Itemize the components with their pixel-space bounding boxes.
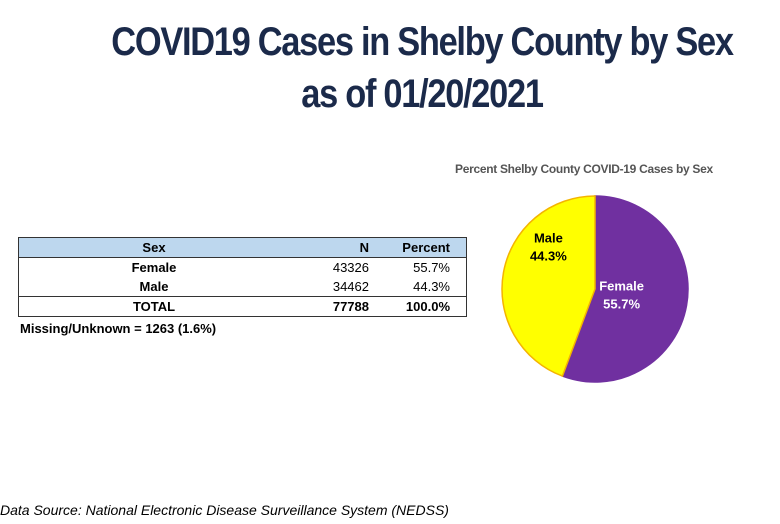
data-source: Data Source: National Electronic Disease… (0, 502, 449, 518)
table-total-row: TOTAL 77788 100.0% (18, 296, 467, 317)
table-header: Sex N Percent (18, 237, 467, 258)
cell-sex: Female (131, 260, 177, 275)
cell-n: 43326 (332, 260, 369, 275)
table-row: Male 34462 44.3% (18, 277, 467, 297)
chart-title: Percent Shelby County COVID-19 Cases by … (455, 162, 713, 176)
header-sex: Sex (142, 240, 166, 255)
slice-label: Female (599, 279, 644, 294)
page-title-line1: COVID19 Cases in Shelby County by Sex (111, 20, 734, 64)
slice-value-label: 44.3% (530, 248, 567, 263)
slice-label: Male (534, 230, 563, 245)
cell-sex: Male (139, 279, 169, 294)
cell-percent: 55.7% (413, 260, 450, 275)
page-title-line2: as of 01/20/2021 (301, 72, 544, 116)
slice-value-label: 55.7% (603, 297, 640, 312)
cell-total-n: 77788 (332, 299, 369, 314)
pie-slice-male (501, 195, 596, 378)
cell-total-label: TOTAL (132, 299, 176, 314)
cell-n: 34462 (332, 279, 369, 294)
cell-total-percent: 100.0% (405, 299, 450, 314)
table-row: Female 43326 55.7% (18, 257, 467, 277)
missing-note: Missing/Unknown = 1263 (1.6%) (20, 321, 217, 336)
pie-slice-female (561, 195, 689, 383)
cell-percent: 44.3% (413, 279, 450, 294)
header-percent: Percent (402, 240, 450, 255)
cases-table: Sex N Percent Female 43326 55.7% Male 34… (18, 237, 467, 317)
header-n: N (359, 240, 369, 255)
